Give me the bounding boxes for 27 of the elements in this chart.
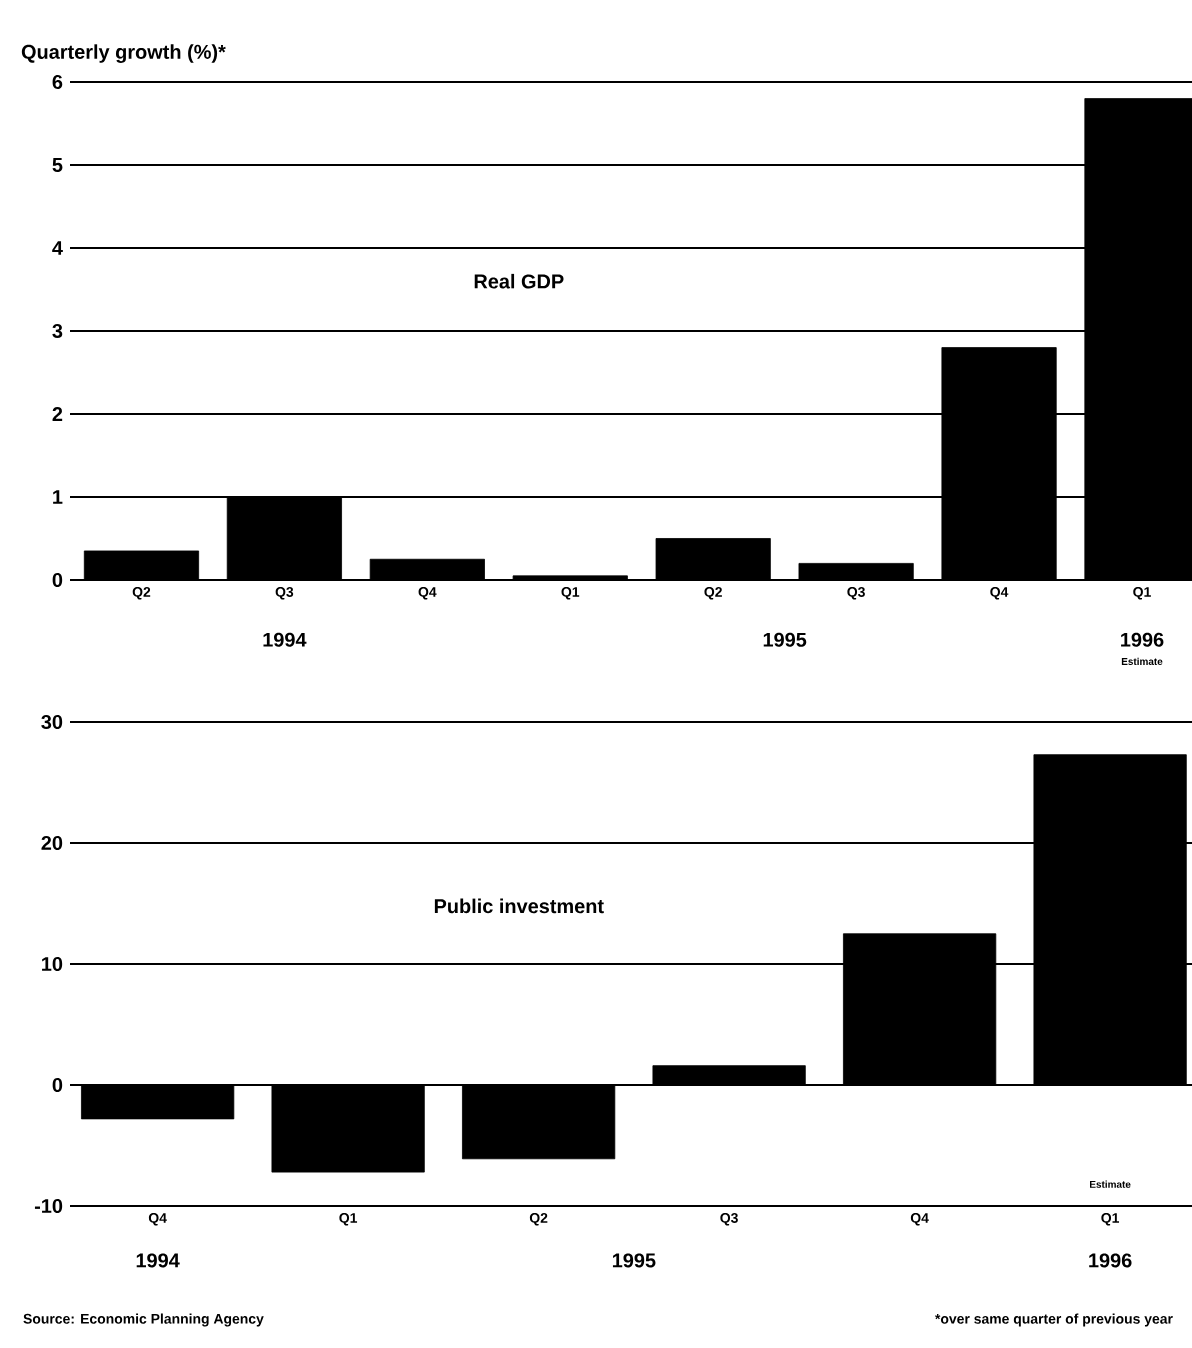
text: 1995 <box>612 1253 656 1268</box>
bar <box>1033 754 1187 1086</box>
text: Real GDP <box>474 273 564 289</box>
y-tick-label: 2 <box>52 407 63 421</box>
y-tick-label: -10 <box>34 1198 63 1214</box>
y-tick-label: 6 <box>52 74 63 90</box>
bar <box>652 1065 806 1086</box>
text: 1994 <box>136 1253 180 1268</box>
text: 1994 <box>263 632 307 647</box>
text: 1995 <box>763 632 807 647</box>
y-axis-title: Quarterly growth (%)* <box>21 44 226 63</box>
y-tick-label: 0 <box>52 572 63 588</box>
text: 1996 <box>1121 632 1164 647</box>
bar <box>81 1084 235 1120</box>
text: 1996 <box>1089 1253 1132 1268</box>
y-tick-label: 30 <box>41 714 63 730</box>
y-tick-label: 4 <box>52 241 63 255</box>
bar <box>843 933 997 1086</box>
y-tick-label: 1 <box>53 490 63 504</box>
y-tick-label: 3 <box>52 323 63 339</box>
y-tick-label: 5 <box>52 158 63 172</box>
text: Public investment <box>434 898 604 914</box>
bar <box>462 1084 616 1160</box>
y-tick-label: 0 <box>52 1077 63 1093</box>
y-tick-label: 10 <box>42 956 63 972</box>
y-tick-label: 20 <box>41 835 63 851</box>
bar <box>271 1084 425 1173</box>
